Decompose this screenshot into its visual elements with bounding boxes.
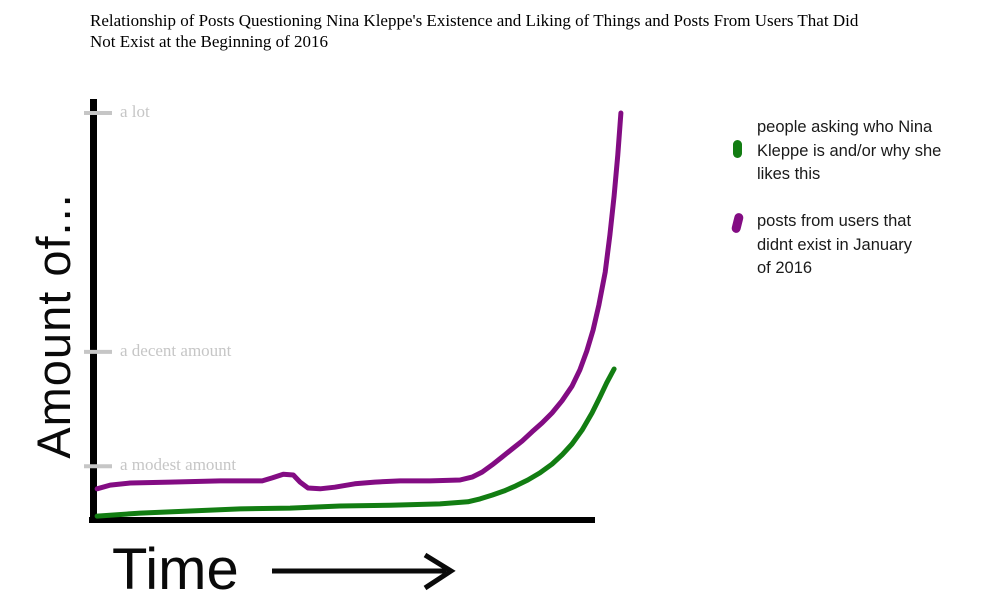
y-tick-label: a lot <box>120 101 150 121</box>
questioning-posts-line <box>94 366 617 519</box>
x-axis-title: Time <box>112 537 239 602</box>
legend-label: people asking who Nina Kleppe is and/or … <box>757 118 942 183</box>
time-arrow-icon <box>272 552 456 591</box>
chart-title: Relationship of Posts Questioning Nina K… <box>90 11 859 51</box>
legend-item-questioning-posts: people asking who Nina Kleppe is and/or … <box>733 116 941 187</box>
nonexistent-users-posts-line <box>94 110 624 492</box>
y-tick-label: a decent amount <box>120 340 232 360</box>
y-axis-title: Amount of... <box>27 193 80 459</box>
green-series-marker-icon <box>733 140 742 158</box>
legend-label: posts from users that didnt exist in Jan… <box>757 212 913 277</box>
legend-item-nonexistent-users: posts from users that didnt exist in Jan… <box>730 210 913 281</box>
purple-series-marker-icon <box>730 212 745 234</box>
y-tick-label: a modest amount <box>120 455 237 475</box>
